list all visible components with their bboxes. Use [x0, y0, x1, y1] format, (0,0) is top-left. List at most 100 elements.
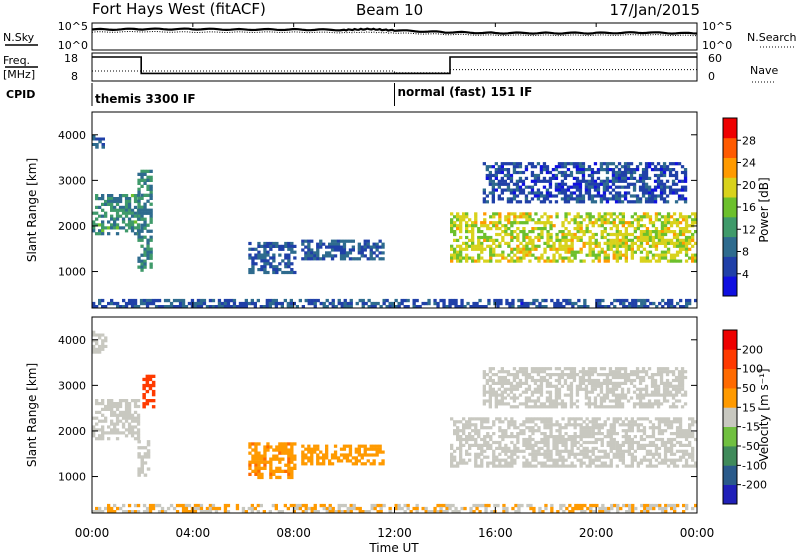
heatmap-cell — [104, 214, 108, 218]
heatmap-cell — [644, 170, 649, 175]
heatmap-cell — [223, 301, 228, 306]
heatmap-cell — [642, 232, 647, 237]
heatmap-cell — [480, 244, 484, 248]
heatmap-cell — [694, 461, 698, 465]
heatmap-cell — [121, 399, 126, 403]
heatmap-cell — [494, 399, 498, 403]
heatmap-cell — [577, 506, 581, 511]
heatmap-cell — [568, 503, 572, 508]
heatmap-cell — [684, 224, 689, 228]
heatmap-cell — [530, 191, 535, 195]
heatmap-cell — [272, 241, 276, 246]
heatmap-cell — [684, 238, 689, 242]
heatmap-cell — [511, 506, 515, 511]
heatmap-cell — [663, 224, 668, 228]
heatmap-cell — [672, 443, 677, 447]
heatmap-cell — [483, 235, 487, 240]
heatmap-cell — [608, 162, 613, 166]
heatmap-cell — [563, 402, 568, 406]
heatmap-cell — [516, 215, 520, 219]
heatmap-cell — [638, 179, 643, 183]
heatmap-cell — [663, 423, 668, 427]
heatmap-cell — [378, 245, 382, 249]
heatmap-cell — [602, 381, 607, 385]
heatmap-cell — [140, 223, 144, 227]
heatmap-cell — [572, 185, 577, 189]
heatmap-cell — [631, 301, 635, 306]
heatmap-cell — [627, 449, 631, 453]
heatmap-cell — [149, 262, 153, 266]
heatmap-cell — [596, 378, 601, 383]
heatmap-cell — [486, 235, 490, 240]
heatmap-cell — [403, 510, 407, 514]
heatmap-cell — [554, 378, 559, 383]
heatmap-cell — [280, 301, 284, 306]
heatmap-cell — [507, 253, 511, 257]
heatmap-cell — [533, 399, 538, 403]
heatmap-cell — [653, 179, 658, 183]
heatmap-cell — [678, 417, 683, 421]
heatmap-cell — [497, 182, 501, 186]
heatmap-cell — [342, 254, 347, 258]
heatmap-cell — [310, 456, 314, 460]
heatmap-cell — [569, 194, 574, 198]
heatmap-cell — [471, 232, 475, 237]
heatmap-cell — [140, 211, 144, 215]
heatmap-cell — [110, 506, 114, 511]
heatmap-cell — [584, 182, 589, 186]
heatmap-cell — [281, 448, 285, 452]
heatmap-cell — [539, 370, 544, 374]
heatmap-cell — [509, 162, 514, 166]
heatmap-cell — [527, 375, 532, 380]
heatmap-cell — [544, 298, 548, 303]
heatmap-cell — [143, 178, 147, 182]
heatmap-cell — [618, 256, 622, 260]
heatmap-cell — [304, 254, 308, 258]
heatmap-cell — [672, 232, 677, 237]
heatmap-cell — [584, 396, 589, 400]
heatmap-cell — [605, 170, 610, 175]
heatmap-cell — [623, 165, 628, 169]
heatmap-cell — [572, 191, 577, 195]
heatmap-cell — [530, 185, 535, 189]
heatmap-cell — [647, 162, 652, 166]
heatmap-cell — [599, 405, 604, 409]
heatmap-cell — [680, 367, 685, 371]
heatmap-cell — [412, 298, 416, 303]
heatmap-cell — [617, 402, 622, 406]
heatmap-cell — [557, 165, 562, 169]
heatmap-cell — [354, 456, 358, 460]
heatmap-cell — [509, 176, 514, 180]
heatmap-cell — [587, 191, 592, 195]
heatmap-cell — [101, 232, 105, 236]
heatmap-cell — [316, 242, 320, 246]
heatmap-cell — [214, 305, 219, 309]
heatmap-cell — [562, 298, 566, 303]
heatmap-cell — [564, 215, 568, 219]
heatmap-cell — [635, 396, 640, 400]
heatmap-cell — [620, 200, 625, 204]
heatmap-cell — [611, 194, 616, 198]
heatmap-cell — [510, 235, 514, 240]
heatmap-cell — [669, 215, 674, 219]
heatmap-cell — [539, 405, 544, 409]
heatmap-cell — [587, 396, 592, 400]
heatmap-cell — [645, 435, 650, 439]
heatmap-cell — [558, 432, 562, 436]
heatmap-cell — [118, 197, 123, 201]
heatmap-cell — [528, 259, 532, 263]
heatmap-cell — [665, 179, 670, 183]
heatmap-cell — [611, 375, 616, 380]
heatmap-cell — [266, 445, 270, 449]
heatmap-cell — [107, 506, 111, 511]
heatmap-cell — [509, 390, 514, 394]
heatmap-cell — [500, 381, 504, 385]
heatmap-cell — [130, 194, 135, 198]
heatmap-cell — [271, 301, 275, 306]
heatmap-cell — [254, 466, 258, 470]
heatmap-cell — [348, 453, 353, 457]
heatmap-cell — [494, 402, 498, 406]
heatmap-cell — [607, 510, 611, 514]
heatmap-cell — [481, 305, 485, 309]
heatmap-cell — [553, 301, 557, 306]
